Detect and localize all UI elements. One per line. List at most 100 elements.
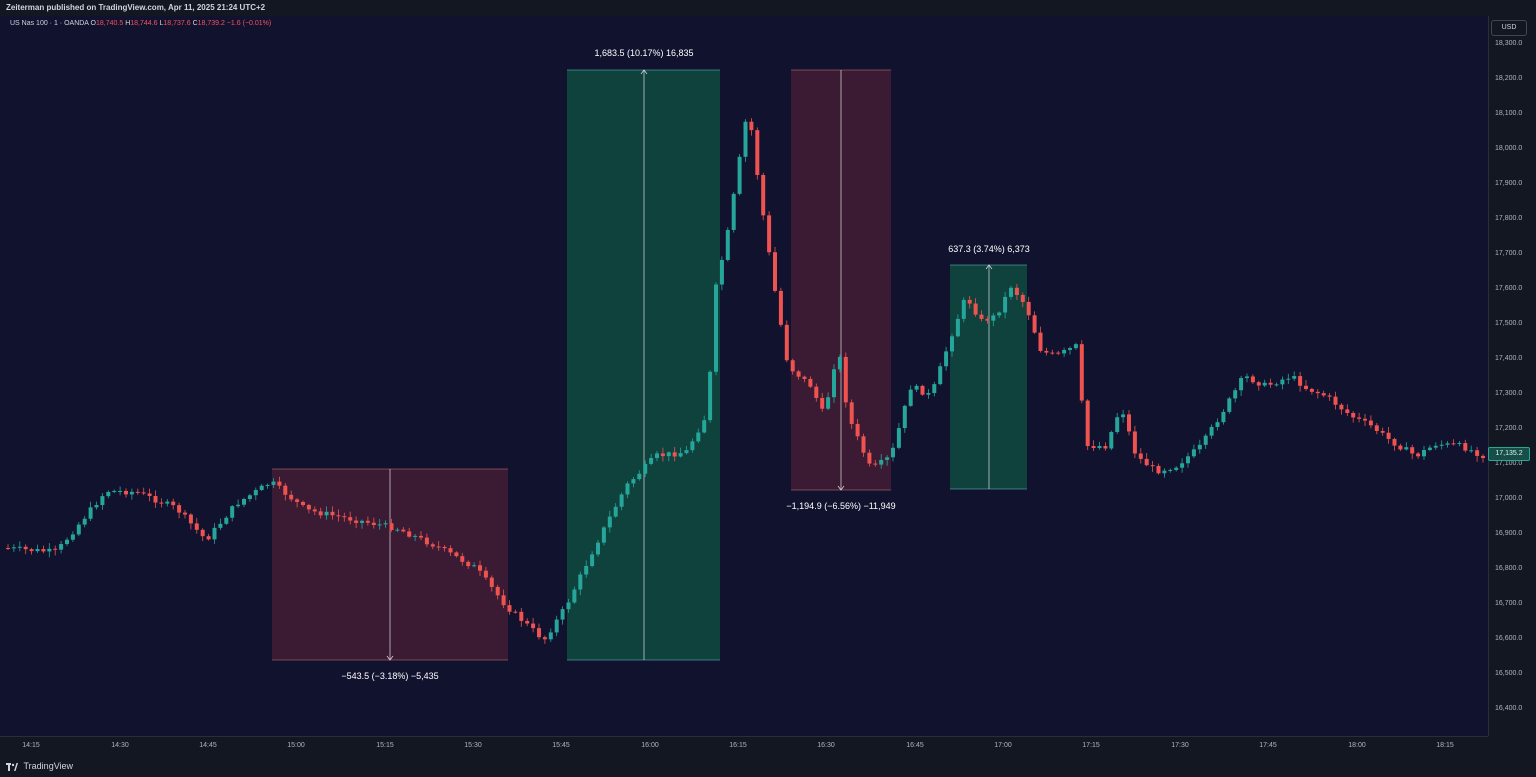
price-tick: 18,200.0	[1495, 75, 1523, 82]
currency-button[interactable]: USD	[1491, 20, 1527, 36]
candle-body	[442, 546, 447, 549]
time-tick: 15:00	[287, 742, 305, 749]
candle-body	[961, 299, 966, 319]
candle-body	[997, 312, 1002, 316]
candle-body	[1315, 391, 1320, 394]
candle-body	[1422, 449, 1426, 457]
candle-body	[112, 490, 117, 492]
candle-body	[460, 556, 465, 562]
candle-body	[1097, 446, 1102, 449]
symbol-name[interactable]: US Nas 100 · 1 · OANDA	[10, 20, 89, 27]
candle-body	[755, 130, 760, 175]
candle-body	[53, 548, 58, 550]
candle-body	[991, 315, 996, 321]
candle-body	[1150, 465, 1155, 467]
candle-body	[1068, 348, 1072, 351]
chart-pane[interactable]: US Nas 100 · 1 · OANDA O18,740.5 H18,744…	[0, 16, 1488, 736]
candle-body	[955, 318, 960, 337]
candle-body	[832, 369, 836, 398]
candle-body	[584, 565, 589, 575]
candle-body	[76, 524, 81, 535]
candle-body	[301, 501, 305, 506]
candle-body	[702, 420, 707, 433]
candle-body	[896, 428, 901, 448]
change-value: −1.6 (−0.01%)	[226, 20, 272, 27]
high-value: 18,744.6	[130, 20, 158, 27]
candle-body	[153, 496, 158, 503]
candle-body	[1475, 450, 1480, 456]
measure-box-2[interactable]	[567, 69, 720, 661]
candle-body	[696, 432, 701, 442]
candle-body	[1138, 453, 1143, 459]
candle-body	[265, 484, 270, 486]
candle-body	[413, 535, 418, 537]
candle-body	[761, 174, 766, 216]
candle-body	[6, 548, 10, 549]
candle-body	[17, 546, 22, 548]
candle-body	[495, 586, 500, 596]
candle-body	[230, 506, 235, 518]
candle-body	[1469, 450, 1474, 452]
candle-body	[206, 536, 211, 540]
candle-body	[790, 360, 795, 372]
time-tick: 15:45	[552, 742, 570, 749]
candle-body	[171, 501, 176, 506]
candle-body	[295, 499, 300, 502]
candle-body	[1162, 470, 1167, 474]
price-axis[interactable]: 18,300.0 18,200.0 18,100.0 18,000.0 17,9…	[1488, 16, 1536, 736]
price-tick: 17,100.0	[1495, 460, 1523, 467]
candle-body	[731, 193, 736, 230]
price-tick: 17,700.0	[1495, 250, 1523, 257]
candle-body	[855, 423, 860, 437]
time-tick: 16:30	[817, 742, 835, 749]
time-tick: 17:45	[1259, 742, 1277, 749]
candle-body	[926, 393, 931, 395]
candle-body	[11, 547, 16, 549]
time-tick: 16:45	[906, 742, 924, 749]
candle-body	[177, 505, 182, 513]
candle-body	[554, 619, 559, 633]
candle-body	[1014, 287, 1019, 295]
candle-body	[1191, 449, 1196, 457]
candle-body	[389, 523, 394, 531]
candle-body	[666, 452, 671, 457]
time-tick: 15:15	[376, 742, 394, 749]
candle-body	[1339, 404, 1344, 410]
candlestick-chart[interactable]	[0, 16, 1488, 736]
candle-body	[749, 121, 754, 131]
candle-body	[891, 447, 895, 458]
measure-box-1[interactable]	[272, 468, 508, 661]
candle-body	[525, 620, 530, 624]
candle-body	[1445, 443, 1450, 445]
candle-body	[708, 371, 713, 421]
candle-body	[1050, 352, 1055, 354]
candle-body	[135, 491, 140, 493]
candle-body	[967, 299, 972, 304]
candle-body	[1009, 287, 1013, 297]
time-tick: 14:30	[111, 742, 129, 749]
time-axis[interactable]: 14:15 14:30 14:45 15:00 15:15 15:30 15:4…	[0, 736, 1488, 756]
candle-body	[419, 535, 423, 538]
candle-body	[879, 459, 884, 465]
candle-body	[342, 516, 347, 518]
measure-box-3[interactable]	[791, 69, 891, 491]
time-tick: 17:30	[1171, 742, 1189, 749]
candle-body	[224, 517, 229, 524]
candle-body	[183, 512, 187, 515]
candle-body	[572, 589, 577, 603]
measure-box-4[interactable]	[950, 264, 1027, 490]
measure-label-4: 637.3 (3.74%) 6,373	[948, 244, 1030, 254]
low-value: 18,737.6	[163, 20, 191, 27]
candle-body	[643, 463, 648, 474]
candle-body	[1292, 376, 1297, 379]
price-tick: 17,800.0	[1495, 215, 1523, 222]
candle-body	[330, 511, 335, 516]
candle-body	[932, 384, 937, 394]
candle-body	[478, 565, 482, 571]
candle-body	[1410, 447, 1415, 454]
candle-body	[1144, 458, 1149, 466]
candle-body	[537, 628, 541, 638]
candle-body	[873, 463, 878, 465]
symbol-legend[interactable]: US Nas 100 · 1 · OANDA O18,740.5 H18,744…	[10, 20, 271, 27]
